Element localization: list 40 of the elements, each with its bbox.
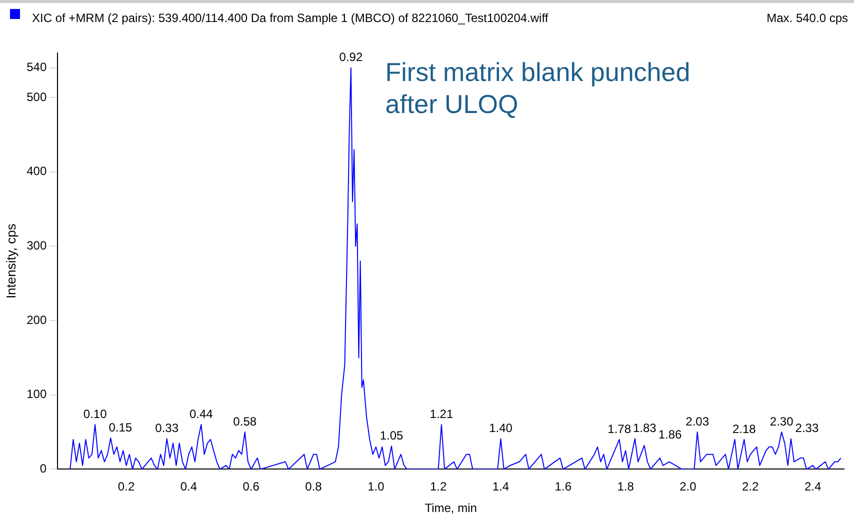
x-tick-label: 0.2	[118, 480, 135, 494]
y-axis-title: Intensity, cps	[3, 223, 18, 299]
x-tick-label: 1.8	[617, 480, 634, 494]
x-tick-label: 2.4	[804, 480, 822, 494]
y-tick-label: 0	[40, 462, 47, 476]
x-tick-label: 1.4	[492, 480, 510, 494]
y-tick-label: 100	[26, 387, 47, 402]
annotation: 1.83	[632, 421, 657, 436]
annotation: 0.15	[108, 420, 132, 434]
x-tick-label: 0.8	[305, 480, 322, 494]
x-tick-label: 1.2	[430, 480, 447, 494]
chart-title: XIC of +MRM (2 pairs): 539.400/114.400 Da from Sample 1 (MBCO) of 8221060_Test100204.wiff	[32, 11, 550, 25]
annotation: 0.10	[83, 406, 108, 421]
x-tick-label: 2.2	[742, 480, 760, 494]
y-tick-label: 200	[26, 312, 47, 327]
annotation: 0.58	[233, 414, 257, 428]
annotation: 1.40	[489, 421, 513, 436]
annotation: 0.33	[155, 421, 179, 436]
annotation: 1.78	[608, 422, 632, 436]
annotation: 0.44	[189, 406, 214, 421]
x-tick-label: 1.0	[368, 480, 385, 494]
chart-subtitle: Max. 540.0 cps	[766, 11, 848, 25]
x-tick-label: 2.0	[680, 480, 697, 494]
annotation: 2.18	[732, 422, 756, 436]
annotation: 1.21	[430, 406, 454, 421]
y-tick-label: 300	[26, 238, 47, 253]
annotation: 1.05	[380, 428, 404, 442]
annotation: 0.92	[339, 50, 363, 64]
y-tick-label: 500	[26, 90, 47, 104]
x-tick-label: 0.4	[180, 480, 198, 494]
annotation: 1.86	[658, 428, 682, 442]
annotation: 2.03	[686, 414, 710, 428]
x-axis-title: Time, min	[424, 501, 477, 516]
annotation: First matrix blank punched after ULOQ	[385, 57, 690, 120]
x-tick-label: 1.6	[554, 480, 572, 494]
annotation: 2.33	[795, 421, 819, 436]
y-tick-label: 540	[26, 60, 47, 74]
y-tick-label: 400	[26, 164, 47, 178]
annotation: 2.30	[770, 414, 794, 428]
x-tick-label: 0.6	[242, 480, 260, 494]
